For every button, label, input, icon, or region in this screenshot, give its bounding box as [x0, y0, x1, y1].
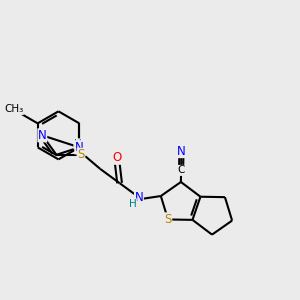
Text: N: N	[38, 129, 47, 142]
Text: N: N	[177, 145, 186, 158]
Text: C: C	[177, 165, 185, 176]
Text: N: N	[135, 191, 143, 204]
Text: CH₃: CH₃	[4, 104, 23, 115]
Text: O: O	[112, 151, 122, 164]
Text: H: H	[74, 139, 82, 149]
Text: S: S	[77, 148, 85, 161]
Text: N: N	[75, 141, 84, 154]
Text: S: S	[164, 213, 172, 226]
Text: H: H	[129, 199, 136, 209]
